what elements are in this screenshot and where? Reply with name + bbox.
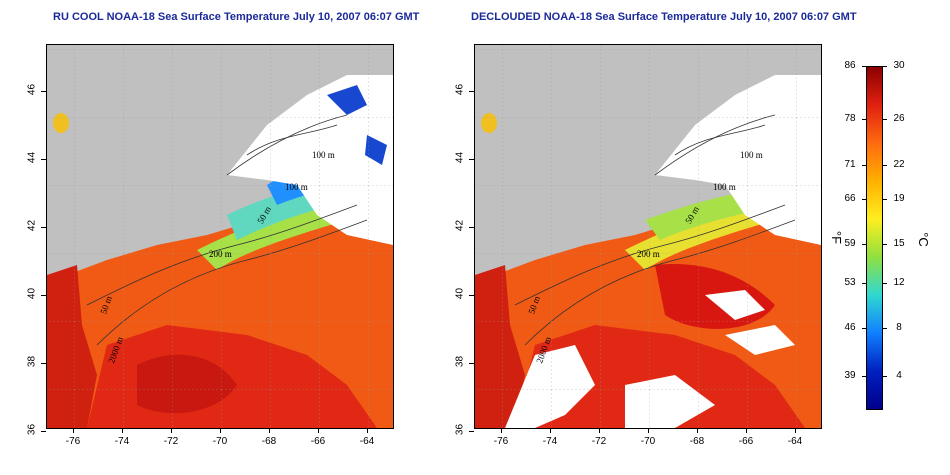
lat-tick-mark xyxy=(41,227,46,228)
celsius-tick-label: 22 xyxy=(893,159,905,171)
contour-label: 100 m xyxy=(285,182,308,192)
right-panel-title: DECLOUDED NOAA-18 Sea Surface Temperatur… xyxy=(471,11,857,23)
fahrenheit-tick-mark xyxy=(862,243,866,245)
fahrenheit-tick-mark xyxy=(862,165,866,167)
lat-tick-mark xyxy=(469,431,474,432)
lon-tick-mark xyxy=(220,428,221,433)
lon-tick-label: -68 xyxy=(261,436,277,447)
lon-tick-label: -70 xyxy=(640,436,656,447)
lat-tick-label: 42 xyxy=(454,219,466,232)
lat-tick-label: 40 xyxy=(454,287,466,300)
lat-tick-mark xyxy=(469,91,474,92)
celsius-tick-mark xyxy=(883,199,887,201)
lat-tick-mark xyxy=(41,159,46,160)
right-sst-map[interactable]: 100 m 100 m 50 m 200 m 50 m 2000 m xyxy=(474,44,822,429)
celsius-tick-mark xyxy=(883,119,887,120)
fahrenheit-tick-label: 78 xyxy=(844,113,856,124)
lat-tick-mark xyxy=(469,227,474,228)
lat-tick-mark xyxy=(469,295,474,296)
lon-tick-mark xyxy=(697,428,698,433)
celsius-tick-mark xyxy=(883,375,887,377)
colorbar xyxy=(866,66,883,410)
lon-tick-label: -66 xyxy=(310,436,326,447)
celsius-tick-label: 26 xyxy=(893,113,905,124)
fahrenheit-tick-mark xyxy=(862,66,866,67)
lat-tick-mark xyxy=(469,363,474,364)
lon-tick-label: -74 xyxy=(542,436,558,447)
celsius-tick-label: 4 xyxy=(896,369,902,381)
lat-tick-mark xyxy=(469,159,474,160)
celsius-tick-mark xyxy=(883,66,887,67)
lon-tick-mark xyxy=(171,428,172,433)
celsius-tick-label: 15 xyxy=(893,237,905,249)
lon-tick-label: -74 xyxy=(114,436,130,447)
lat-tick-mark xyxy=(41,295,46,296)
contour-label: 100 m xyxy=(312,150,335,160)
celsius-tick-label: 12 xyxy=(893,277,905,289)
lon-tick-mark xyxy=(367,428,368,433)
lon-tick-mark xyxy=(795,428,796,433)
fahrenheit-tick-label: 39 xyxy=(844,369,856,381)
fahrenheit-tick-mark xyxy=(862,327,866,329)
lat-tick-label: 46 xyxy=(26,83,38,96)
right-sst-field xyxy=(475,45,821,428)
fahrenheit-tick-mark xyxy=(862,283,866,285)
celsius-tick-mark xyxy=(883,283,887,285)
fahrenheit-tick-label: 71 xyxy=(844,159,856,171)
lon-tick-mark xyxy=(269,428,270,433)
lon-tick-mark xyxy=(746,428,747,433)
lon-tick-mark xyxy=(318,428,319,433)
lat-tick-label: 40 xyxy=(26,287,38,300)
left-sst-map[interactable]: 100 m 100 m 50 m 200 m 50 m 2000 m xyxy=(46,44,394,429)
lat-tick-label: 38 xyxy=(454,355,466,368)
lat-tick-label: 46 xyxy=(454,83,466,96)
lon-tick-label: -64 xyxy=(359,436,375,447)
lon-tick-label: -66 xyxy=(738,436,754,447)
fahrenheit-tick-label: 66 xyxy=(844,193,856,205)
lat-tick-label: 36 xyxy=(26,423,38,436)
lat-tick-label: 44 xyxy=(26,151,38,164)
lon-tick-label: -70 xyxy=(212,436,228,447)
celsius-tick-label: 19 xyxy=(893,193,905,205)
lat-tick-label: 42 xyxy=(26,219,38,232)
celsius-tick-label: 30 xyxy=(893,60,905,71)
contour-label: 100 m xyxy=(713,182,736,192)
lon-tick-mark xyxy=(501,428,502,433)
celsius-tick-mark xyxy=(883,327,887,329)
fahrenheit-tick-label: 53 xyxy=(844,277,856,289)
lon-tick-label: -76 xyxy=(493,436,509,447)
lon-tick-label: -64 xyxy=(787,436,803,447)
lon-tick-mark xyxy=(73,428,74,433)
left-panel-title: RU COOL NOAA-18 Sea Surface Temperature … xyxy=(53,11,420,23)
celsius-tick-label: 8 xyxy=(896,321,902,333)
fahrenheit-tick-label: 59 xyxy=(844,237,856,249)
fahrenheit-tick-label: 46 xyxy=(844,321,856,333)
celsius-tick-mark xyxy=(883,165,887,167)
lon-tick-mark xyxy=(550,428,551,433)
lon-tick-label: -72 xyxy=(163,436,179,447)
left-sst-field xyxy=(47,45,393,428)
contour-label: 200 m xyxy=(209,249,232,259)
celsius-unit-label: °C xyxy=(915,232,931,247)
fahrenheit-tick-label: 86 xyxy=(844,60,856,71)
fahrenheit-tick-mark xyxy=(862,375,866,377)
lon-tick-mark xyxy=(122,428,123,433)
fahrenheit-tick-mark xyxy=(862,199,866,201)
lat-tick-mark xyxy=(41,363,46,364)
lat-tick-label: 36 xyxy=(454,423,466,436)
contour-label: 200 m xyxy=(637,249,660,259)
lon-tick-label: -76 xyxy=(65,436,81,447)
lat-tick-label: 38 xyxy=(26,355,38,368)
lon-tick-label: -72 xyxy=(591,436,607,447)
lon-tick-label: -68 xyxy=(689,436,705,447)
celsius-tick-mark xyxy=(883,243,887,245)
fahrenheit-unit-label: °F xyxy=(829,230,845,245)
lon-tick-mark xyxy=(648,428,649,433)
contour-label: 100 m xyxy=(740,150,763,160)
lat-tick-mark xyxy=(41,91,46,92)
lon-tick-mark xyxy=(599,428,600,433)
lat-tick-label: 44 xyxy=(454,151,466,164)
lat-tick-mark xyxy=(41,431,46,432)
fahrenheit-tick-mark xyxy=(862,119,866,120)
